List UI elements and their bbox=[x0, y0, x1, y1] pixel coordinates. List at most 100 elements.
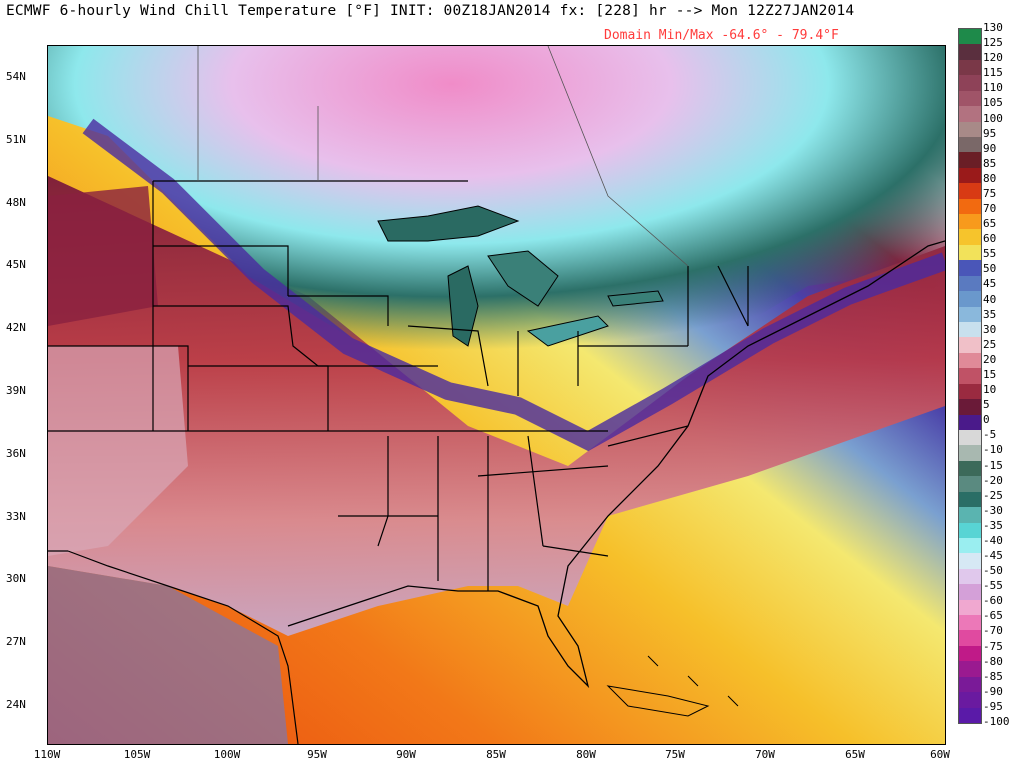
lat-label: 36N bbox=[6, 447, 26, 460]
mexico-plateau bbox=[48, 566, 288, 744]
atlantic-gulf-coastline bbox=[287, 240, 945, 689]
colorbar-tick-label: -85 bbox=[983, 669, 1003, 683]
colorbar-cell bbox=[959, 198, 981, 215]
colorbar-tick-label: 80 bbox=[983, 171, 997, 185]
colorbar-tick-label: -65 bbox=[983, 609, 1003, 623]
lake-superior bbox=[377, 205, 520, 242]
lon-label: 105W bbox=[123, 748, 151, 761]
colorbar-cell bbox=[959, 136, 981, 153]
colorbar-cell bbox=[959, 661, 981, 678]
political-boundaries bbox=[48, 180, 749, 591]
colorbar-tick-label: 15 bbox=[983, 368, 997, 381]
colorbar-tick-label: 20 bbox=[983, 352, 997, 366]
colorbar-cell bbox=[959, 244, 981, 261]
colorbar-cell bbox=[959, 599, 981, 616]
colorbar-tick-label: 35 bbox=[983, 307, 997, 321]
lake-huron bbox=[487, 250, 559, 307]
colorbar-cell bbox=[959, 476, 981, 493]
colorbar-tick-label: -10 bbox=[983, 443, 1003, 457]
colorbar-tick-label: -30 bbox=[983, 503, 1003, 517]
colorbar-cell bbox=[959, 121, 981, 138]
lat-label: 54N bbox=[6, 70, 26, 83]
colorbar-cell bbox=[959, 460, 981, 477]
colorbar-tick-label: 5 bbox=[983, 398, 990, 412]
lon-label: 60W bbox=[930, 748, 950, 761]
colorbar-tick-label: 10 bbox=[983, 383, 997, 397]
colorbar-tick-label: 25 bbox=[983, 337, 997, 351]
boundary-line bbox=[407, 325, 489, 387]
colorbar-cell bbox=[959, 414, 981, 431]
colorbar-tick-label: 120 bbox=[983, 51, 1003, 65]
colorbar-cell bbox=[959, 445, 981, 462]
colorbar-tick-label: 130 bbox=[983, 21, 1003, 34]
colorbar-cell bbox=[959, 676, 981, 693]
colorbar-cell bbox=[959, 337, 981, 354]
colorbar-cell bbox=[959, 553, 981, 570]
colorbar-tick-label: 70 bbox=[983, 202, 997, 216]
lat-label: 45N bbox=[6, 258, 26, 271]
lon-label: 95W bbox=[307, 748, 327, 761]
cuba-outline bbox=[606, 685, 710, 717]
cold-airmass-region bbox=[48, 46, 945, 426]
colorbar-tick-label: 60 bbox=[983, 232, 997, 246]
lon-label: 65W bbox=[845, 748, 865, 761]
colorbar-cell bbox=[959, 214, 981, 230]
colorbar-cell bbox=[959, 29, 981, 45]
colorbar-tick-label: -70 bbox=[983, 624, 1003, 638]
northwest-region bbox=[48, 186, 158, 326]
colorbar-cell bbox=[959, 260, 981, 277]
colorbar-cell bbox=[959, 507, 981, 523]
lon-label: 110W bbox=[33, 748, 61, 761]
colorbar-tick-label: -55 bbox=[983, 579, 1003, 593]
colorbar-tick-label: -90 bbox=[983, 684, 1003, 698]
colorbar-cell bbox=[959, 615, 981, 631]
colorbar-tick-label: 65 bbox=[983, 217, 997, 231]
colorbar-tick-label: -75 bbox=[983, 639, 1003, 653]
colorbar-tick-label: -40 bbox=[983, 533, 1003, 547]
colorbar-tick-label: -20 bbox=[983, 473, 1003, 487]
colorbar-cell bbox=[959, 491, 981, 508]
colorbar-tick-label: -45 bbox=[983, 549, 1003, 563]
colorbar-tick-label: 85 bbox=[983, 156, 997, 170]
lake-ontario bbox=[607, 290, 664, 307]
colorbar-tick-label: 30 bbox=[983, 322, 997, 336]
lake-erie bbox=[526, 315, 609, 347]
colorbar-cell bbox=[959, 306, 981, 323]
colorbar-tick-label: -35 bbox=[983, 518, 1003, 532]
colorbar-cell bbox=[959, 352, 981, 369]
lon-label: 80W bbox=[576, 748, 596, 761]
wind-chill-map bbox=[47, 45, 946, 745]
colorbar-tick-label: -15 bbox=[983, 458, 1003, 472]
boundary-line bbox=[153, 305, 319, 367]
lat-label: 30N bbox=[6, 572, 26, 585]
colorbar-tick-label: -80 bbox=[983, 654, 1003, 668]
colorbar-tick-label: -25 bbox=[983, 488, 1003, 502]
colorbar-cell bbox=[959, 152, 981, 169]
colorbar-cell bbox=[959, 90, 981, 107]
colorbar-tick-label: 115 bbox=[983, 66, 1003, 80]
colorbar-cell bbox=[959, 707, 981, 724]
boundary-line bbox=[288, 295, 389, 326]
colorbar-cell bbox=[959, 229, 981, 246]
colorbar-cell bbox=[959, 383, 981, 400]
boundary-line bbox=[153, 245, 289, 296]
boundary-line bbox=[607, 425, 689, 447]
lon-label: 75W bbox=[665, 748, 685, 761]
colorbar-tick-label: 90 bbox=[983, 141, 997, 155]
colorbar-cell bbox=[959, 584, 981, 601]
colorbar-cell bbox=[959, 106, 981, 123]
colorbar-cell bbox=[959, 568, 981, 585]
colorbar-cell bbox=[959, 645, 981, 662]
colorbar-cell bbox=[959, 630, 981, 647]
bahamas-outline bbox=[647, 655, 739, 707]
colorbar-cell bbox=[959, 291, 981, 308]
boundary-line bbox=[48, 345, 189, 431]
lat-label: 42N bbox=[6, 321, 26, 334]
colorbar-tick-label: 55 bbox=[983, 247, 997, 261]
lon-label: 90W bbox=[396, 748, 416, 761]
colorbar-cell bbox=[959, 692, 981, 709]
boundary-line bbox=[542, 545, 609, 557]
colorbar-tick-label: -50 bbox=[983, 564, 1003, 578]
colorbar-tick-label: 0 bbox=[983, 413, 990, 427]
colorbar-tick-label: 105 bbox=[983, 96, 1003, 110]
